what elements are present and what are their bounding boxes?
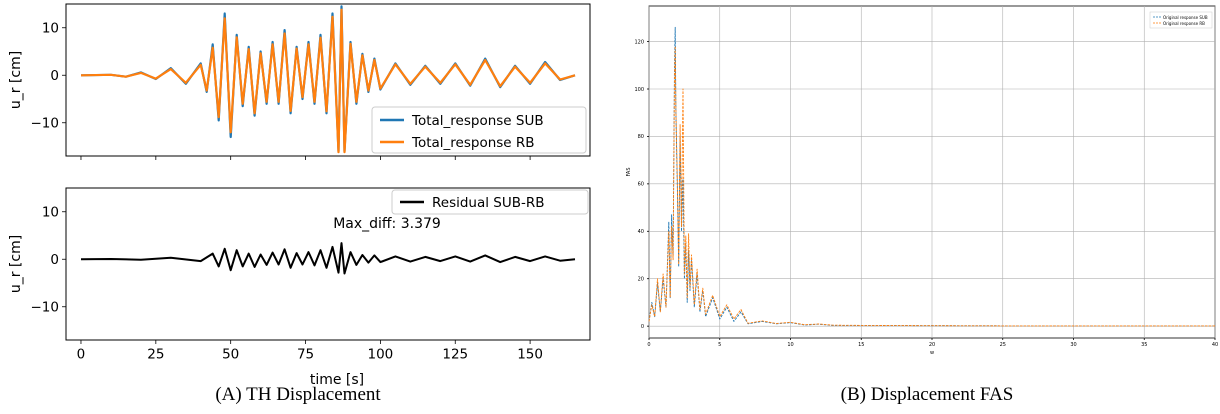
y-tick-label: 10 (42, 205, 59, 221)
series-line-1 (80, 8, 576, 154)
y-ticks: 10 0 −10 (31, 205, 66, 316)
x-tick-label: 125 (442, 347, 468, 363)
x-tick-label: 50 (222, 347, 239, 363)
legend-label-residual: Residual SUB-RB (432, 195, 545, 211)
series-lines (80, 5, 576, 154)
legend-label-rb: Total_response RB (411, 135, 535, 151)
y-tick-label: 20 (638, 277, 644, 283)
legend: Total_response SUB Total_response RB (371, 106, 587, 154)
legend-label-sub: Total_response SUB (411, 113, 544, 129)
x-tick-label: 30 (1070, 342, 1076, 348)
x-tick-label: 35 (1141, 342, 1147, 348)
y-tick-label: 80 (638, 134, 644, 140)
x-tick-label: 5 (718, 342, 721, 348)
series-lines (80, 242, 576, 275)
y-tick-label: 10 (42, 21, 59, 37)
y-tick-label: 60 (638, 182, 644, 188)
x-axis-label: time [s] (310, 372, 364, 388)
x-tick-label: 25 (1000, 342, 1006, 348)
legend-box (371, 106, 587, 154)
x-tick-label: 20 (929, 342, 935, 348)
y-ticks: 0 20 40 60 80 100 120 (634, 39, 649, 330)
x-tick-label: 25 (147, 347, 164, 363)
x-tick-label: 40 (1212, 342, 1218, 348)
max-diff-annotation: Max_diff: 3.379 (333, 216, 441, 232)
legend-label-rb: Original response RB (1163, 21, 1205, 26)
x-axis-label: w (930, 350, 934, 356)
legend-box (391, 189, 589, 215)
y-tick-label: 100 (634, 87, 644, 93)
legend: Residual SUB-RB (391, 189, 589, 215)
caption-b: (B) Displacement FAS (841, 384, 1014, 405)
y-tick-label: 0 (641, 324, 644, 330)
x-tick-label: 150 (517, 347, 543, 363)
legend: Original response SUB Original response … (1149, 11, 1213, 29)
fas-plot: 0 20 40 60 80 100 120 0 5 10 15 20 25 30 35 40 FAS w O… (626, 5, 1218, 356)
y-axis-label: u_r [cm] (8, 51, 24, 109)
legend-box (1149, 11, 1213, 29)
grid-lines (648, 6, 1216, 338)
caption-a: (A) TH Displacement (215, 384, 381, 405)
y-tick-label: 40 (638, 229, 644, 235)
series-line-1 (648, 45, 1215, 327)
y-ticks: 10 0 −10 (31, 21, 66, 132)
x-tick-label: 0 (647, 342, 650, 348)
y-axis-label: FAS (626, 167, 632, 176)
x-tick-label: 10 (787, 342, 793, 348)
y-tick-label: 0 (50, 68, 59, 84)
series-lines (648, 26, 1215, 327)
x-ticks: 0 25 50 75 100 125 150 (77, 340, 543, 363)
y-tick-label: −10 (31, 116, 60, 132)
x-tick-label: 100 (368, 347, 394, 363)
x-tick-label: 15 (858, 342, 864, 348)
y-tick-label: 120 (634, 39, 644, 45)
y-tick-label: −10 (31, 300, 60, 316)
x-ticks (80, 156, 531, 160)
series-line-0 (80, 242, 576, 275)
y-axis-label: u_r [cm] (8, 235, 24, 293)
x-tick-label: 0 (77, 347, 86, 363)
y-tick-label: 0 (50, 252, 59, 268)
th-displacement-plot: 10 0 −10 u_r [cm] Total_response SUB Total… (8, 3, 591, 160)
x-tick-label: 75 (297, 347, 314, 363)
residual-plot: 100−10 0 25 50 75 100 125 150 u_r [cm] time [s… (8, 187, 591, 388)
x-ticks: 0 5 10 15 20 25 30 35 40 (647, 338, 1218, 348)
legend-label-sub: Original response SUB (1163, 15, 1208, 20)
